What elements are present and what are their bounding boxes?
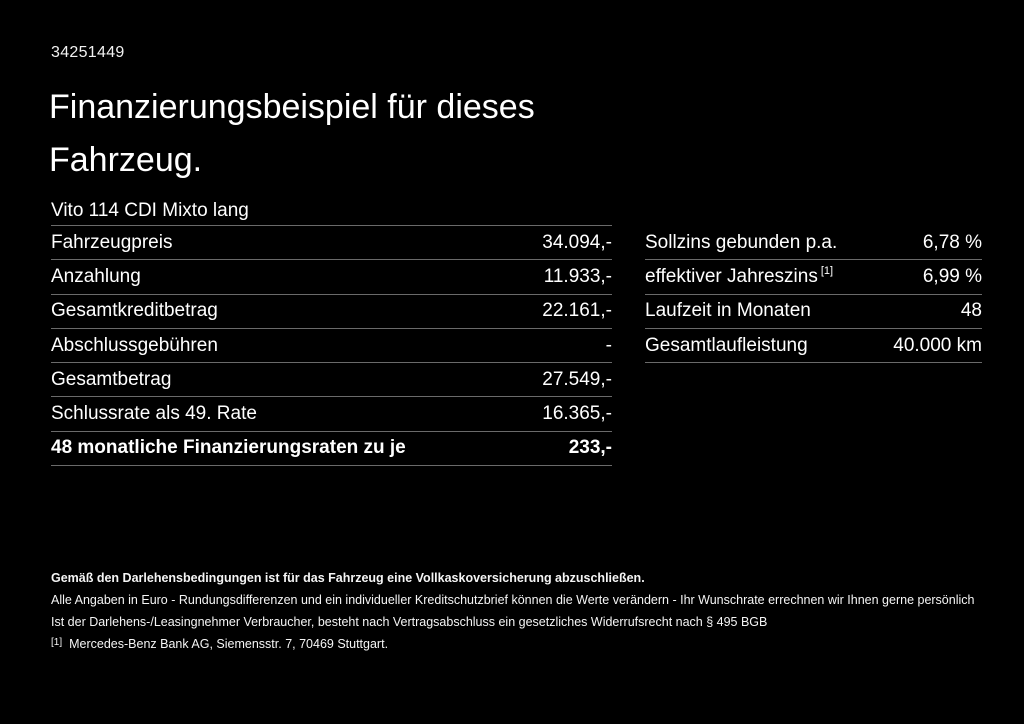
- table-row-laufzeit: Laufzeit in Monaten 48: [645, 295, 982, 329]
- table-row-effektiver-jahreszins: effektiver Jahreszins [1] 6,99 %: [645, 260, 982, 295]
- legal-notes: Gemäß den Darlehensbedingungen ist für d…: [51, 567, 981, 633]
- table-row-gesamtbetrag: Gesamtbetrag 27.549,-: [51, 363, 612, 398]
- row-label: Gesamtkreditbetrag: [51, 300, 218, 322]
- footnote-reference: [1]: [820, 264, 834, 277]
- table-row-monatsrate: 48 monatliche Finanzierungsraten zu je 2…: [51, 432, 612, 467]
- page-title-line1: Finanzierungsbeispiel für dieses: [49, 88, 535, 126]
- row-value: 40.000 km: [893, 334, 982, 356]
- disclaimer-line2: Ist der Darlehens-/Leasingnehmer Verbrau…: [51, 615, 768, 629]
- row-label: Abschlussgebühren: [51, 334, 218, 356]
- conditions-table: Sollzins gebunden p.a. 6,78 % effektiver…: [645, 226, 982, 364]
- page-title-line2: Fahrzeug.: [49, 141, 203, 179]
- insurance-note: Gemäß den Darlehensbedingungen ist für d…: [51, 571, 645, 585]
- row-label: effektiver Jahreszins [1]: [645, 264, 834, 287]
- row-label: Schlussrate als 49. Rate: [51, 403, 257, 425]
- row-value: 11.933,-: [543, 265, 612, 287]
- row-label: Laufzeit in Monaten: [645, 300, 811, 322]
- table-row-schlussrate: Schlussrate als 49. Rate 16.365,-: [51, 397, 612, 432]
- row-label: Gesamtbetrag: [51, 368, 172, 390]
- row-value: 34.094,-: [542, 231, 612, 253]
- table-row-anzahlung: Anzahlung 11.933,-: [51, 260, 612, 295]
- row-label: 48 monatliche Finanzierungsraten zu je: [51, 437, 406, 459]
- footnote-marker: [1]: [51, 637, 63, 648]
- table-row-gesamtlaufleistung: Gesamtlaufleistung 40.000 km: [645, 329, 982, 364]
- footnote: [1] Mercedes-Benz Bank AG, Siemensstr. 7,…: [51, 637, 388, 651]
- document-id: 34251449: [51, 44, 125, 61]
- financing-table: Vito 114 CDI Mixto lang Fahrzeugpreis 34…: [51, 200, 612, 467]
- row-value: -: [605, 334, 612, 356]
- row-label: Gesamtlaufleistung: [645, 334, 808, 356]
- row-value: 27.549,-: [542, 368, 612, 390]
- table-row-abschlussgebuehren: Abschlussgebühren -: [51, 329, 612, 364]
- row-value: 6,78 %: [922, 231, 982, 253]
- page-title: Finanzierungsbeispiel für dieses Fahrzeu…: [49, 81, 535, 187]
- table-row-gesamtkreditbetrag: Gesamtkreditbetrag 22.161,-: [51, 295, 612, 329]
- row-value: 233,-: [568, 437, 612, 459]
- row-value: 6,99 %: [922, 265, 982, 287]
- row-value: 22.161,-: [542, 300, 612, 322]
- vehicle-name: Vito 114 CDI Mixto lang: [51, 200, 612, 226]
- table-row-fahrzeugpreis: Fahrzeugpreis 34.094,-: [51, 226, 612, 261]
- row-label: Anzahlung: [51, 265, 141, 287]
- footnote-text: Mercedes-Benz Bank AG, Siemensstr. 7, 70…: [69, 637, 389, 651]
- row-value: 48: [960, 300, 982, 322]
- row-label: Sollzins gebunden p.a.: [645, 231, 838, 253]
- table-row-sollzins: Sollzins gebunden p.a. 6,78 %: [645, 226, 982, 261]
- row-label: Fahrzeugpreis: [51, 231, 173, 253]
- row-value: 16.365,-: [542, 403, 612, 425]
- disclaimer-line1: Alle Angaben in Euro - Rundungsdifferenz…: [51, 593, 975, 607]
